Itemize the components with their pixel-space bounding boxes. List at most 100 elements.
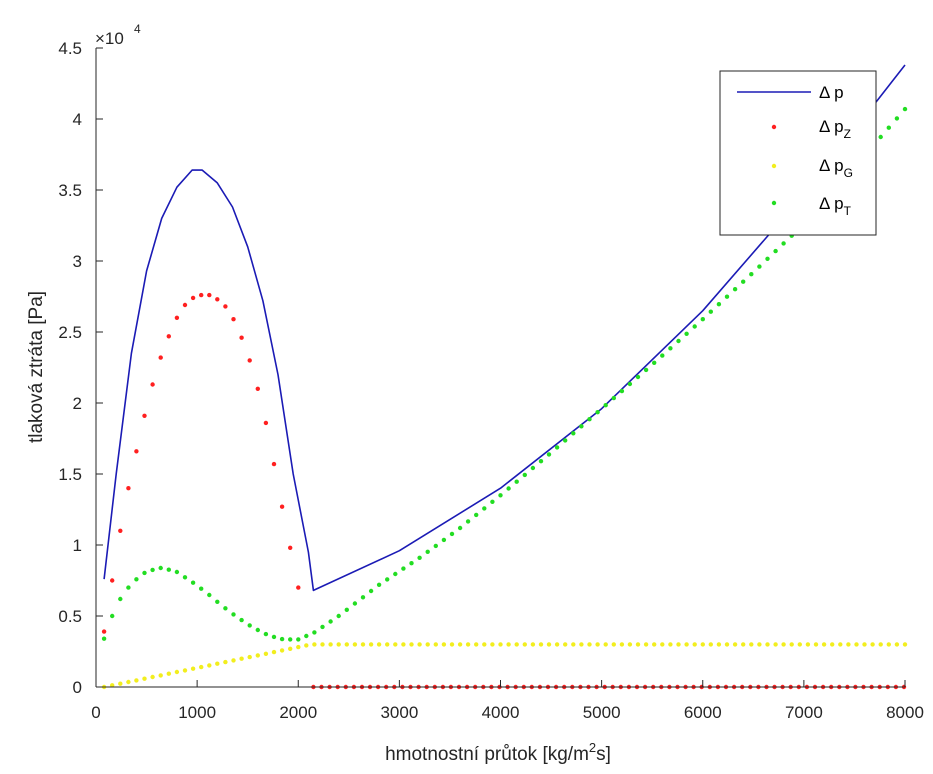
series-2 — [101, 642, 908, 690]
data-point — [797, 642, 802, 647]
data-point — [684, 642, 689, 647]
y-axis-title: tlaková ztráta [Pa] — [26, 291, 47, 443]
data-point — [231, 317, 236, 322]
data-point — [603, 403, 608, 408]
legend-label: Δ pG — [819, 156, 853, 180]
data-point — [328, 642, 333, 647]
data-point — [207, 592, 212, 598]
data-point — [263, 631, 269, 637]
data-point — [182, 575, 188, 580]
data-point — [587, 642, 592, 647]
data-point — [522, 472, 527, 478]
data-point — [409, 561, 414, 566]
data-point — [190, 666, 196, 671]
data-point — [360, 595, 366, 600]
data-point — [821, 642, 827, 647]
data-point — [482, 506, 487, 511]
data-point — [530, 642, 536, 647]
data-point — [635, 374, 641, 380]
data-point — [336, 642, 341, 647]
data-point — [231, 612, 236, 617]
data-point — [732, 287, 738, 292]
data-point — [490, 642, 495, 647]
legend-entry-dpz: Δ pZ — [771, 117, 851, 141]
legend-box — [719, 70, 877, 236]
x-tick-label: 2000 — [279, 703, 317, 722]
legend-entry-dpg: Δ pG — [771, 156, 853, 180]
data-point — [546, 642, 552, 647]
data-point — [676, 338, 681, 344]
legend-entry-dpt: Δ pT — [771, 194, 852, 218]
data-point — [182, 302, 188, 308]
y-exponent-base: ×10 — [95, 29, 124, 48]
data-point — [288, 637, 293, 642]
data-point — [854, 642, 859, 647]
data-point — [166, 334, 171, 339]
data-point — [692, 642, 697, 647]
data-point — [668, 346, 673, 351]
data-point — [158, 565, 163, 571]
data-point — [433, 642, 438, 647]
data-point — [279, 504, 285, 509]
data-point — [449, 531, 455, 537]
data-point — [296, 644, 301, 650]
data-point — [660, 642, 665, 647]
x-tick-label: 3000 — [380, 703, 418, 722]
data-point — [312, 630, 317, 635]
data-point — [352, 642, 358, 647]
data-point — [708, 642, 713, 647]
data-point — [223, 659, 228, 665]
data-point — [352, 601, 358, 606]
data-point — [757, 642, 762, 647]
data-point — [174, 569, 180, 575]
data-point — [207, 292, 212, 298]
y-tick-label: 4.5 — [58, 39, 82, 58]
data-point — [304, 643, 309, 648]
data-point — [773, 642, 778, 647]
data-point — [563, 642, 568, 647]
data-point — [417, 642, 422, 647]
data-point — [635, 642, 641, 647]
data-point — [781, 241, 786, 246]
data-point — [166, 567, 171, 572]
data-point — [862, 642, 867, 647]
data-point — [288, 646, 293, 651]
data-point — [805, 642, 811, 647]
data-point — [255, 627, 260, 633]
data-point — [150, 567, 155, 573]
data-point — [425, 549, 430, 554]
y-tick-label: 3 — [73, 252, 82, 271]
data-point — [789, 642, 794, 647]
data-point — [676, 642, 681, 647]
data-point — [247, 654, 252, 660]
data-point — [595, 642, 600, 647]
x-tick-label: 5000 — [583, 703, 621, 722]
data-point — [522, 642, 527, 647]
data-point — [296, 637, 301, 642]
data-point — [296, 585, 301, 590]
data-point — [894, 642, 900, 647]
series-line — [103, 64, 906, 592]
data-point — [441, 537, 447, 543]
data-point — [878, 642, 883, 647]
data-point — [368, 642, 374, 647]
data-point — [182, 668, 188, 673]
data-point — [514, 479, 519, 484]
data-point — [215, 297, 220, 302]
data-point — [465, 642, 471, 647]
data-point — [199, 586, 204, 591]
data-point — [538, 459, 544, 464]
data-point — [732, 642, 738, 647]
x-axis-title: hmotnostní průtok [kg/m2s] — [385, 740, 611, 765]
legend-label: Δ p — [819, 83, 844, 102]
data-point — [271, 649, 277, 655]
data-point — [684, 331, 689, 336]
legend-label: Δ pT — [819, 194, 852, 218]
data-point — [158, 673, 163, 678]
data-point — [700, 317, 705, 322]
data-point — [530, 465, 536, 471]
data-point — [765, 642, 770, 647]
data-point — [174, 315, 180, 320]
y-tick-label: 0.5 — [58, 607, 82, 626]
data-point — [263, 420, 269, 426]
